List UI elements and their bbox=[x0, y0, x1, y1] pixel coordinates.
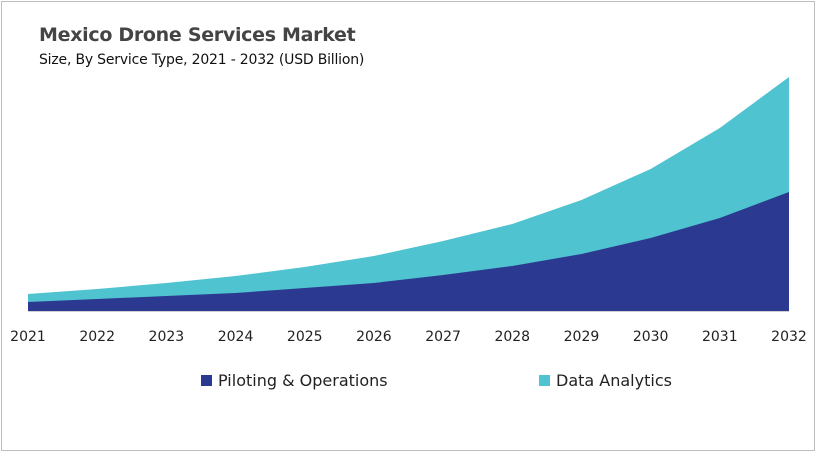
legend-item-data-analytics: Data Analytics bbox=[539, 371, 672, 390]
x-tick-label: 2027 bbox=[425, 329, 461, 345]
x-tick-label: 2029 bbox=[564, 329, 600, 345]
x-tick-label: 2031 bbox=[702, 329, 738, 345]
x-tick-label: 2026 bbox=[356, 329, 392, 345]
legend-item-piloting: Piloting & Operations bbox=[201, 371, 388, 390]
area-piloting-operations bbox=[28, 192, 789, 311]
legend-label-data-analytics: Data Analytics bbox=[556, 371, 672, 390]
x-tick-label: 2025 bbox=[287, 329, 323, 345]
legend-label-piloting: Piloting & Operations bbox=[218, 371, 388, 390]
x-tick-label: 2023 bbox=[149, 329, 185, 345]
x-tick-label: 2028 bbox=[494, 329, 530, 345]
x-tick-label: 2021 bbox=[10, 329, 46, 345]
x-tick-label: 2030 bbox=[633, 329, 669, 345]
chart-title: Mexico Drone Services Market bbox=[39, 24, 356, 46]
legend-swatch-piloting bbox=[201, 375, 212, 386]
x-tick-label: 2024 bbox=[218, 329, 254, 345]
chart-subtitle: Size, By Service Type, 2021 - 2032 (USD … bbox=[39, 52, 365, 68]
x-tick-label: 2032 bbox=[771, 329, 807, 345]
x-tick-label: 2022 bbox=[79, 329, 115, 345]
legend-swatch-data-analytics bbox=[539, 375, 550, 386]
